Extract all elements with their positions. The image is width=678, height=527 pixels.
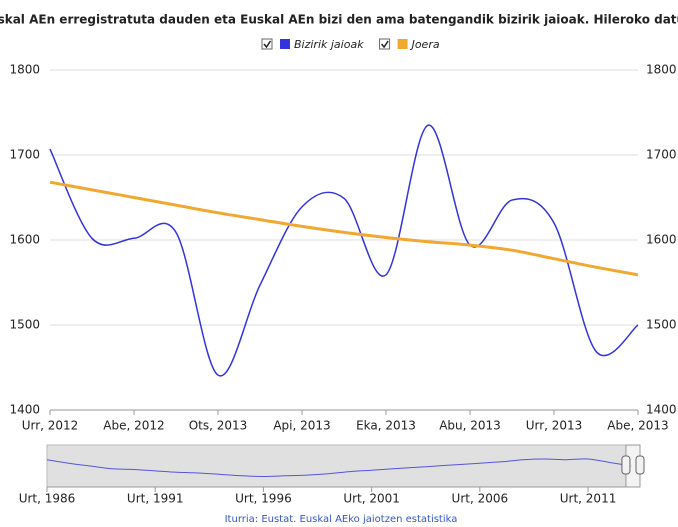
navigator-tick-label: Urt, 1991 <box>127 492 184 506</box>
credits: Iturria: Eustat. Euskal AEko jaiotzen es… <box>225 514 458 525</box>
navigator-tick-label: Urt, 1996 <box>235 492 292 506</box>
legend-checkbox[interactable] <box>379 38 391 50</box>
x-tick-label: Urr, 2013 <box>526 419 583 433</box>
legend-item[interactable]: Joera <box>379 38 440 51</box>
legend-label: Bizirik jaioak <box>294 38 364 51</box>
legend: Bizirik jaioak Joera <box>261 38 440 51</box>
x-tick-label: Api, 2013 <box>273 419 330 433</box>
y-tick-label: 1400 <box>9 403 40 417</box>
x-tick-label: Eka, 2013 <box>356 419 416 433</box>
y2-tick-label: 1700 <box>646 148 677 162</box>
y-tick-label: 1600 <box>9 233 40 247</box>
legend-swatch <box>397 39 408 49</box>
chart-title: Euskal AEn erregistratuta dauden eta Eus… <box>0 13 678 27</box>
navigator-tick-label: Urt, 2006 <box>452 492 509 506</box>
y2-tick-label: 1800 <box>646 63 677 77</box>
navigator-handle[interactable] <box>621 455 631 475</box>
line-series <box>49 124 639 377</box>
y-tick-label: 1500 <box>9 318 40 332</box>
navigator-series <box>46 458 632 478</box>
x-tick-label: Abe, 2012 <box>103 419 164 433</box>
navigator-tick-label: Urt, 2011 <box>560 492 617 506</box>
legend-check <box>263 40 272 49</box>
y2-tick-label: 1500 <box>646 318 677 332</box>
legend-check <box>381 40 389 49</box>
legend-label: Joera <box>410 38 440 51</box>
navigator-background <box>46 444 641 488</box>
legend-item[interactable]: Bizirik jaioak <box>261 38 364 51</box>
legend-swatch <box>280 39 290 49</box>
navigator-tick-label: Urt, 1986 <box>19 492 76 506</box>
line-series <box>49 180 639 277</box>
y-tick-label: 1800 <box>9 63 40 77</box>
x-tick-label: Abe, 2013 <box>607 419 668 433</box>
y2-tick-label: 1400 <box>646 403 677 417</box>
y2-tick-label: 1600 <box>646 233 677 247</box>
x-tick-label: Abu, 2013 <box>439 419 501 433</box>
x-tick-label: Urr, 2012 <box>22 419 79 433</box>
legend-checkbox[interactable] <box>261 38 273 50</box>
y-tick-label: 1700 <box>9 148 40 162</box>
navigator-tick-label: Urt, 2001 <box>343 492 400 506</box>
x-tick-label: Ots, 2013 <box>189 419 248 433</box>
navigator-handle[interactable] <box>635 455 645 475</box>
